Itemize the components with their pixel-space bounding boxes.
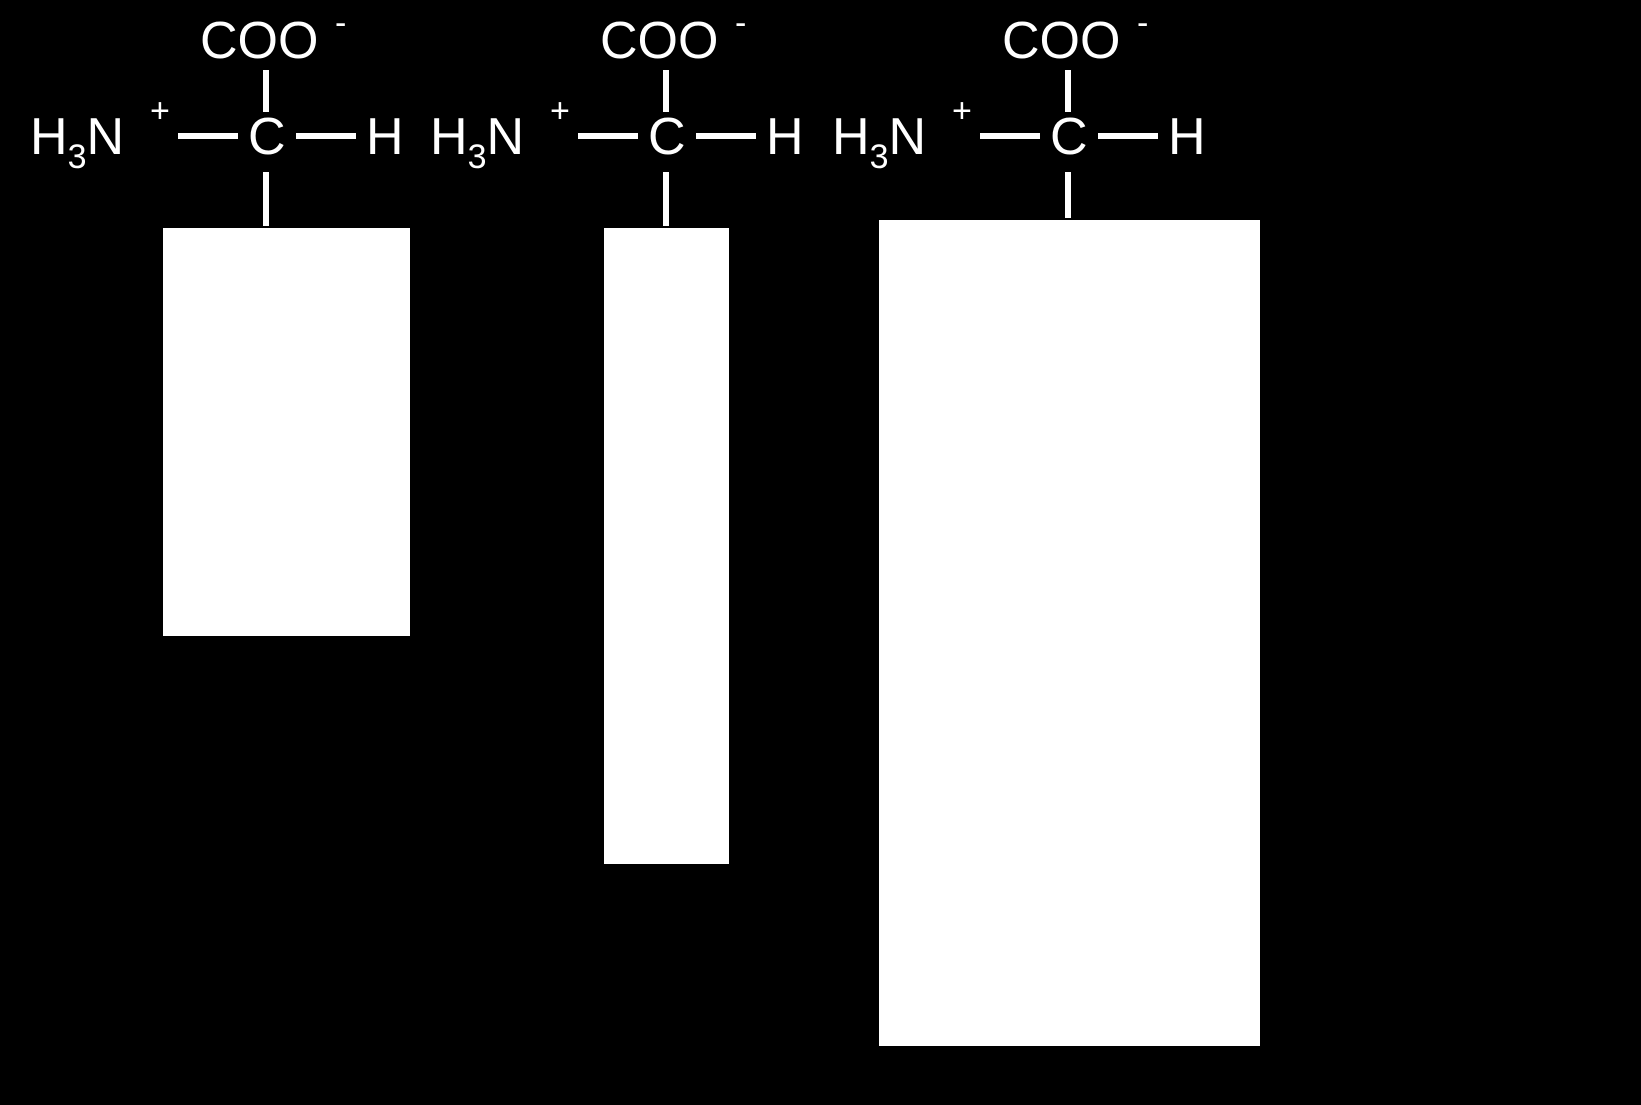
coo-label: COO <box>600 12 718 70</box>
coo-charge: - <box>735 4 746 42</box>
h-label: H <box>366 108 404 166</box>
h-label: H <box>766 108 804 166</box>
coo-charge: - <box>1137 4 1148 42</box>
coo-charge: - <box>335 4 346 42</box>
coo-label: COO <box>1002 12 1120 70</box>
nh3-charge: + <box>952 92 972 130</box>
r-group-box <box>163 228 410 636</box>
nh3-charge: + <box>150 92 170 130</box>
nh3-charge: + <box>550 92 570 130</box>
r-group-box <box>879 220 1260 1046</box>
alpha-c-label: C <box>248 108 286 166</box>
r-group-box <box>604 228 729 864</box>
coo-label: COO <box>200 12 318 70</box>
h-label: H <box>1168 108 1206 166</box>
alpha-c-label: C <box>648 108 686 166</box>
alpha-c-label: C <box>1050 108 1088 166</box>
